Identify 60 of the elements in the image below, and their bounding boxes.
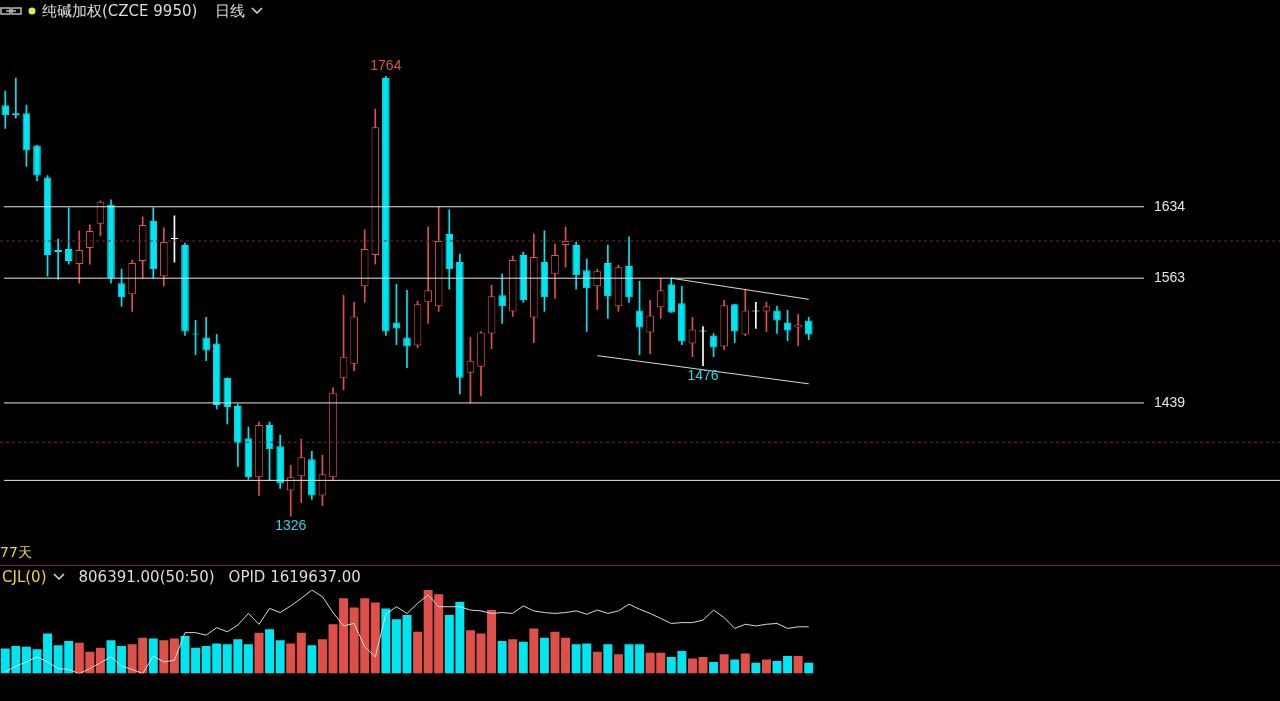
bar <box>709 661 719 674</box>
bar <box>719 654 729 674</box>
bar <box>783 656 793 674</box>
candlestick <box>582 258 591 332</box>
bar <box>529 628 539 674</box>
annotation: 1476 <box>687 366 719 383</box>
bar <box>275 640 285 674</box>
chart-subtitle: 日线 <box>215 1 246 21</box>
bar <box>43 633 53 674</box>
bar <box>159 640 169 674</box>
bar <box>793 656 803 674</box>
bar <box>751 662 761 674</box>
ref-line-label: 1563 <box>1154 269 1186 286</box>
candlestick <box>424 226 432 324</box>
bar <box>307 645 317 674</box>
bar <box>381 608 391 674</box>
ref-line-label: 1439 <box>1154 393 1186 410</box>
candlestick <box>498 273 506 324</box>
bar <box>730 659 740 674</box>
bar <box>592 651 602 674</box>
text: OPID 1619637.00 <box>228 568 361 586</box>
bar <box>561 637 571 674</box>
candlestick <box>794 314 802 346</box>
bar <box>518 641 528 674</box>
bar <box>635 644 645 674</box>
bar <box>296 632 306 674</box>
bar <box>148 638 158 674</box>
bar <box>317 639 327 674</box>
bar <box>687 658 697 674</box>
annotation: 1764 <box>370 56 402 73</box>
bar <box>370 602 380 674</box>
bar <box>465 630 475 674</box>
text: 77天 <box>0 544 32 562</box>
bar <box>21 646 31 674</box>
candlestick <box>64 207 73 265</box>
bar <box>191 647 201 674</box>
bar <box>740 653 750 674</box>
ref-line-label: 1634 <box>1154 197 1186 214</box>
bar <box>804 662 814 674</box>
bar <box>169 638 179 674</box>
bar <box>487 610 497 674</box>
bar <box>761 659 771 674</box>
annotation: 1326 <box>275 517 307 534</box>
text: 806391.00(50:50) <box>78 568 215 586</box>
bar <box>391 619 401 674</box>
bar <box>265 629 275 674</box>
bar <box>339 598 349 674</box>
bar <box>413 631 423 674</box>
chart-title: CJL(0) <box>2 568 47 586</box>
bar <box>117 646 127 674</box>
candlestick <box>403 289 411 369</box>
bar <box>286 643 296 674</box>
bar <box>508 639 518 674</box>
bar <box>243 644 253 674</box>
bar <box>497 641 507 674</box>
bar <box>539 637 549 674</box>
chart-title: 纯碱加权(CZCE 9950) <box>42 1 198 21</box>
bar <box>603 644 613 674</box>
bar <box>613 654 623 674</box>
bar <box>95 647 105 674</box>
